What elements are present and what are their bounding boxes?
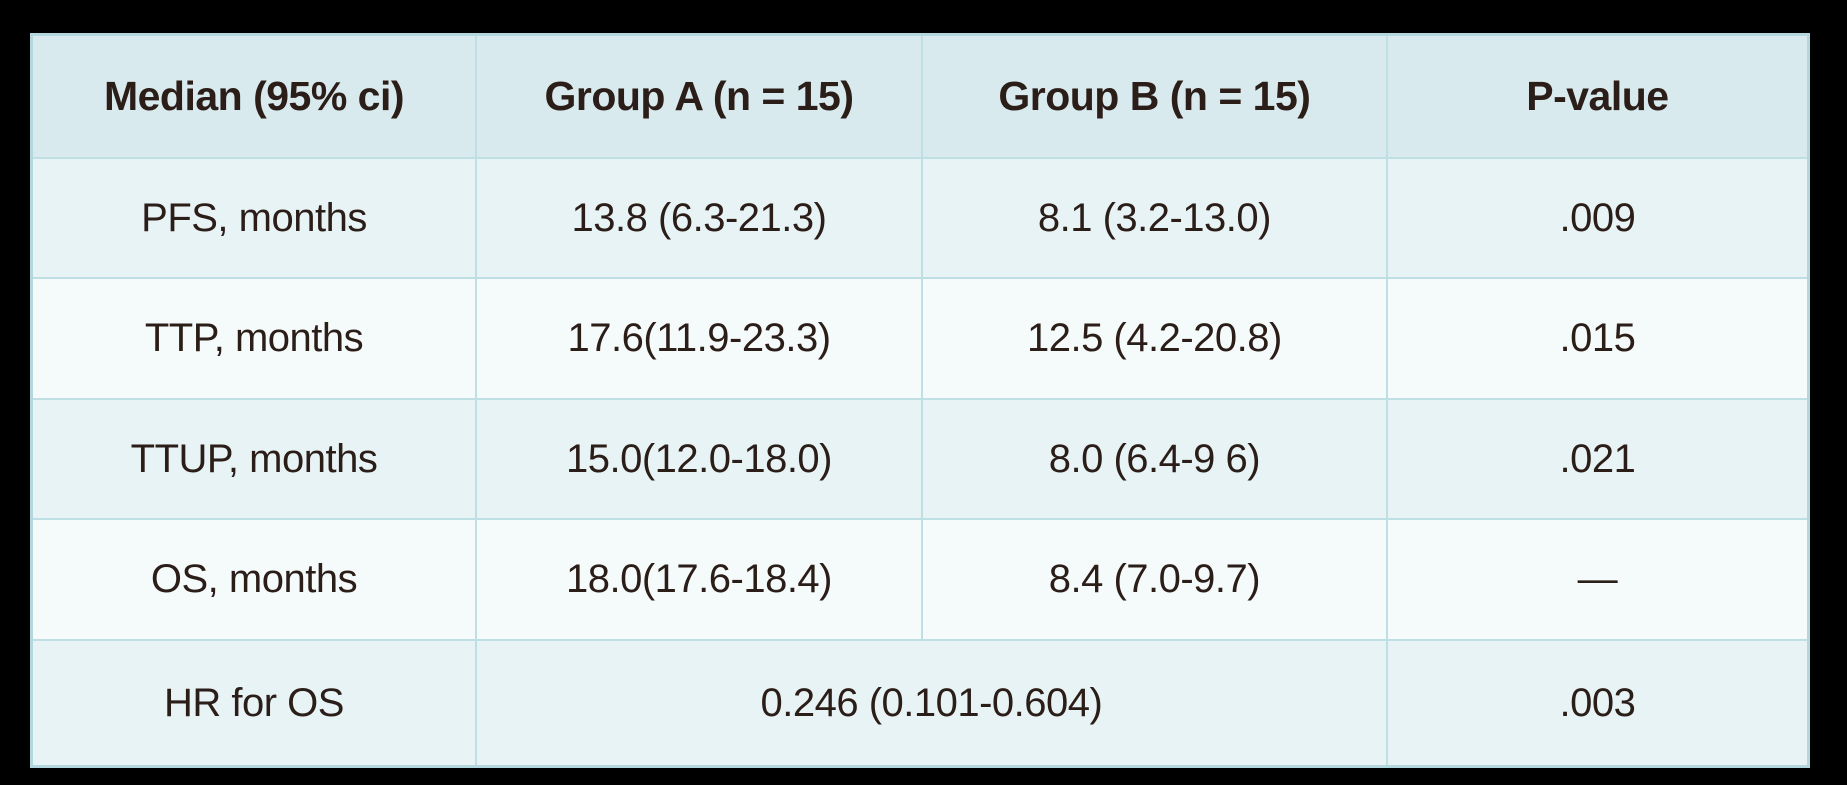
ttup-group-a-value: 15.0(12.0-18.0) [477,399,921,519]
os-group-b-value: 8.4 (7.0-9.7) [922,520,1386,639]
header-cell-group-b: Group B (n = 15) [922,36,1386,157]
os-p-value-dash: — [1387,520,1807,639]
row-label-pfs: PFS, months [33,158,475,278]
ttp-p-value: .015 [1387,279,1807,398]
ttp-group-b-value: 12.5 (4.2-20.8) [922,279,1386,398]
ttup-p-value: .021 [1387,399,1807,519]
results-table: Median (95% ci) Group A (n = 15) Group B… [30,33,1810,768]
hr-for-os-merged-value: 0.246 (0.101-0.604) [477,640,1386,765]
row-label-os: OS, months [33,520,475,639]
ttp-group-a-value: 17.6(11.9-23.3) [477,279,921,398]
header-cell-group-a: Group A (n = 15) [477,36,921,157]
row-label-ttp: TTP, months [33,279,475,398]
pfs-p-value: .009 [1387,158,1807,278]
os-group-a-value: 18.0(17.6-18.4) [477,520,921,639]
row-label-hr-for-os: HR for OS [33,640,475,765]
row-label-ttup: TTUP, months [33,399,475,519]
ttup-group-b-value: 8.0 (6.4-9 6) [922,399,1386,519]
pfs-group-a-value: 13.8 (6.3-21.3) [477,158,921,278]
hr-for-os-p-value: .003 [1387,640,1807,765]
header-cell-p-value: P-value [1387,36,1807,157]
header-cell-median: Median (95% ci) [33,36,475,157]
pfs-group-b-value: 8.1 (3.2-13.0) [922,158,1386,278]
